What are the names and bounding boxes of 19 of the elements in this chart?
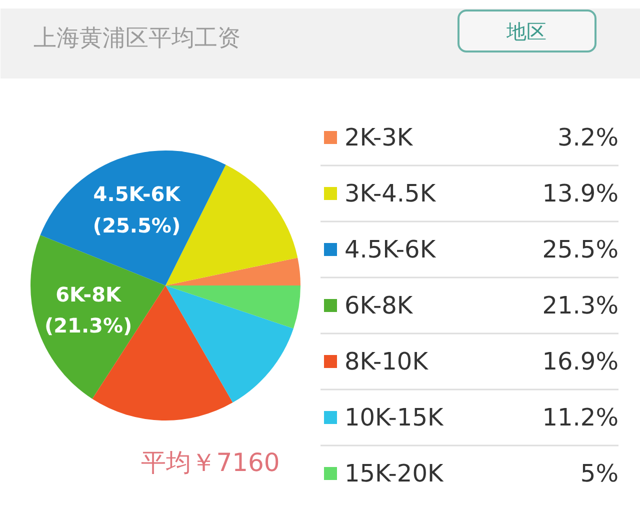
text: 4.5K-6K (25.5%) (92, 182, 181, 238)
legend-label: 8K-10K (344, 348, 430, 376)
data-label: 13.9% (542, 180, 619, 208)
data-label: 11.2% (542, 404, 619, 432)
legend-label: 15K-20K (344, 460, 444, 488)
text: 6K-8K (21.3%) (44, 282, 132, 338)
legend-label: 4.5K-6K (344, 236, 437, 264)
legend-label: 2K-3K (344, 124, 414, 152)
data-label: 3.2% (558, 124, 619, 152)
data-label: 16.9% (542, 348, 619, 376)
legend-label: 10K-15K (344, 404, 444, 432)
legend-label: 6K-8K (344, 292, 414, 320)
data-label: 25.5% (542, 236, 619, 264)
text: 平均￥7160 (141, 448, 280, 477)
data-label: 5% (580, 460, 619, 488)
legend-label: 3K-4.5K (344, 180, 437, 208)
text: 地区 (506, 20, 546, 44)
chart-title: 上海黄浦区平均工资 (34, 26, 240, 52)
data-label: 21.3% (542, 292, 619, 320)
